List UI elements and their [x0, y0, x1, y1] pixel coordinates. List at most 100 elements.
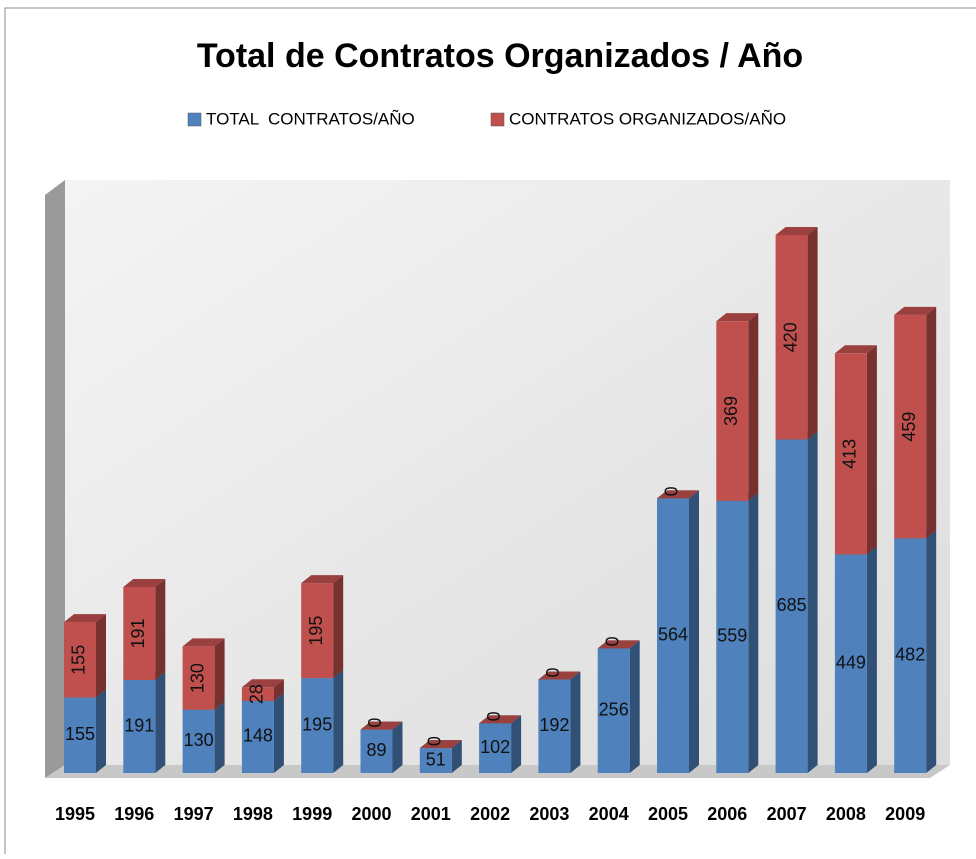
x-tick-label: 1995: [55, 804, 95, 824]
bar-side: [155, 672, 166, 773]
x-tick-label: 2007: [767, 804, 807, 824]
bar-segment: [241, 679, 284, 701]
bar-segment: [657, 490, 699, 499]
bar-side: [511, 715, 522, 773]
bar-segment: [301, 575, 344, 679]
bar-front: [834, 554, 867, 773]
bar-segment: [834, 546, 877, 773]
data-label: 0: [484, 711, 504, 721]
bar-front: [301, 678, 334, 773]
bar-top: [716, 313, 759, 322]
bar-top: [657, 490, 699, 499]
bar-segment: [538, 671, 581, 680]
bars: 155 155 191 191 130 130 148 28 195 195 89 0 51 0 102 0 1…: [64, 227, 937, 773]
bar-side: [96, 614, 106, 698]
bar-front: [894, 538, 927, 773]
bar-segment: [834, 345, 877, 555]
data-label: 459: [899, 412, 919, 442]
bar-segment: [597, 640, 640, 773]
bar-front: [301, 583, 334, 679]
bar-front: [241, 687, 274, 701]
bar-side: [807, 227, 818, 440]
bar-segment: [775, 431, 818, 773]
bar-front: [479, 723, 512, 773]
data-label: 559: [717, 626, 747, 646]
data-label: 130: [184, 730, 214, 750]
bar-front: [834, 353, 867, 555]
bar-front: [182, 709, 215, 773]
bar-side: [214, 701, 225, 773]
bar-top: [182, 638, 225, 647]
bar-front: [657, 498, 689, 773]
data-label: 89: [366, 740, 386, 760]
bar-segment: [123, 579, 166, 681]
data-label: 191: [128, 618, 148, 648]
data-label: 130: [187, 663, 207, 693]
bar-front: [419, 748, 452, 773]
bar-segment: [597, 640, 640, 649]
x-tick-label: 2005: [648, 804, 688, 824]
bar-top: [241, 679, 284, 688]
bar-top: [301, 575, 344, 584]
bar-top: [894, 306, 937, 315]
bar-side: [273, 679, 284, 701]
bar-side: [214, 638, 225, 710]
bar-front: [360, 729, 393, 773]
data-label: 148: [243, 726, 273, 746]
bar-side: [629, 640, 640, 773]
bar-front: [716, 500, 749, 773]
data-label: 51: [426, 749, 446, 769]
data-label: 420: [780, 322, 800, 352]
data-label: 155: [65, 724, 95, 744]
data-label: 256: [599, 699, 629, 719]
x-tick-label: 2001: [411, 804, 451, 824]
data-label: 155: [69, 645, 89, 675]
bar-top: [834, 345, 877, 354]
x-tick-label: 1996: [114, 804, 154, 824]
data-label: 28: [247, 684, 267, 704]
bar-front: [775, 439, 808, 773]
bar-side: [273, 692, 284, 773]
bar-top: [479, 715, 522, 724]
bar-segment: [419, 740, 462, 749]
bar-segment: [775, 227, 818, 440]
data-label: 191: [124, 715, 154, 735]
bar-segment: [64, 614, 106, 698]
x-tick-label: 2006: [707, 804, 747, 824]
bar-front: [64, 697, 96, 773]
bar-front: [716, 321, 749, 501]
data-label: 564: [658, 624, 688, 644]
bar-side: [570, 671, 581, 773]
bar-side: [451, 740, 462, 773]
legend-swatch: [187, 112, 202, 127]
bar-side: [333, 575, 344, 679]
bar-front: [597, 648, 630, 773]
side-wall: [45, 180, 65, 778]
data-label: 0: [425, 736, 445, 746]
bar-segment: [716, 313, 759, 501]
chart-title: Total de Contratos Organizados / Año: [197, 37, 803, 75]
data-label: 0: [365, 718, 385, 728]
data-label: 195: [306, 616, 326, 646]
bar-top: [64, 614, 106, 623]
x-tick-label: 2008: [826, 804, 866, 824]
bar-side: [807, 431, 818, 773]
bar-front: [894, 314, 927, 539]
data-label: 685: [777, 595, 807, 615]
bar-top: [538, 671, 581, 680]
bar-front: [123, 680, 156, 773]
bar-front: [182, 646, 215, 710]
data-label: 482: [895, 644, 925, 664]
bar-front: [64, 622, 96, 698]
bar-front: [775, 235, 808, 440]
bar-segment: [479, 715, 522, 724]
bar-side: [333, 670, 344, 773]
bar-side: [926, 306, 937, 539]
x-tick-label: 2009: [885, 804, 925, 824]
x-tick-label: 2003: [529, 804, 569, 824]
bar-front: [241, 700, 274, 773]
bar-side: [748, 313, 759, 501]
bar-top: [419, 740, 462, 749]
data-label: 413: [840, 439, 860, 469]
